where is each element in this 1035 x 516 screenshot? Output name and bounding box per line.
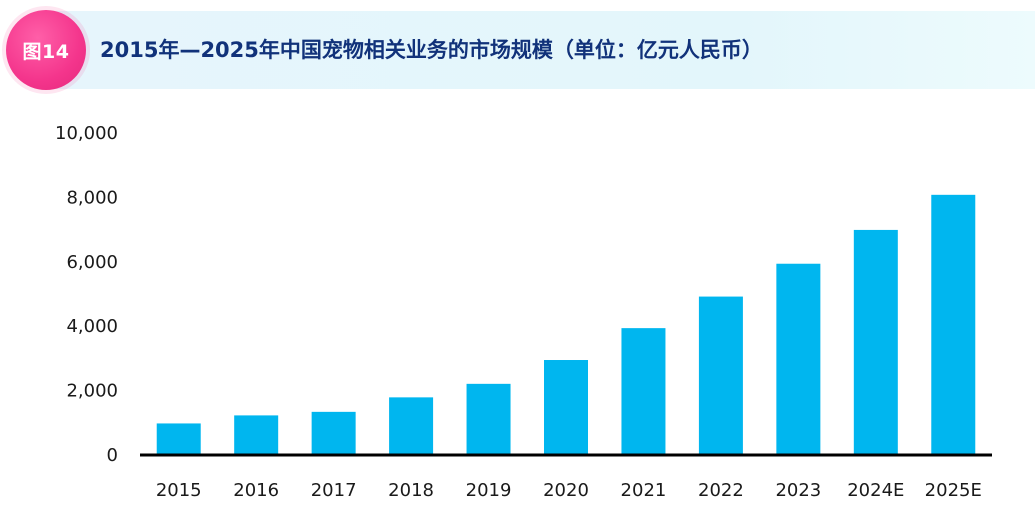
bar-2022 bbox=[698, 296, 743, 455]
figure-badge: 图14 bbox=[6, 10, 86, 90]
x-tick-label-2022: 2022 bbox=[698, 480, 744, 501]
x-tick-label-2021: 2021 bbox=[621, 480, 667, 501]
header-band bbox=[52, 11, 1035, 89]
x-tick-label-2020: 2020 bbox=[543, 480, 589, 501]
x-tick-label-2024E: 2024E bbox=[847, 480, 904, 501]
x-tick-label-2015: 2015 bbox=[156, 480, 202, 501]
bar-2024E bbox=[853, 229, 898, 455]
x-tick-label-2023: 2023 bbox=[775, 480, 821, 501]
x-axis-tick-labels: 2015 2016 2017 2018 2019 2020 2021 2022 2023 2024… bbox=[156, 480, 982, 501]
y-tick-label: 4,000 bbox=[66, 316, 118, 337]
bar-2020 bbox=[544, 360, 588, 455]
x-tick-label-2025E: 2025E bbox=[925, 480, 982, 501]
y-tick-label: 2,000 bbox=[66, 381, 118, 402]
y-tick-label: 8,000 bbox=[66, 187, 118, 208]
x-tick-label-2016: 2016 bbox=[233, 480, 279, 501]
x-tick-label-2019: 2019 bbox=[466, 480, 512, 501]
y-tick-label: 6,000 bbox=[66, 252, 118, 273]
bar-2017 bbox=[311, 411, 356, 455]
y-tick-label: 0 bbox=[107, 445, 118, 466]
bar-2018 bbox=[389, 397, 434, 455]
x-tick-label-2018: 2018 bbox=[388, 480, 434, 501]
bar-2023 bbox=[776, 263, 821, 455]
bar-2021 bbox=[621, 328, 666, 455]
x-tick-label-2017: 2017 bbox=[311, 480, 357, 501]
y-tick-label: 10,000 bbox=[55, 123, 118, 144]
y-axis-tick-labels: 0 2,000 4,000 6,000 8,000 10,000 bbox=[55, 123, 118, 466]
chart-title: 2015年—2025年中国宠物相关业务的市场规模（单位：亿元人民币） bbox=[100, 38, 763, 62]
bar-2015 bbox=[156, 423, 201, 455]
bar-2025E bbox=[931, 194, 976, 455]
bar-2016 bbox=[234, 415, 279, 455]
bar-2019 bbox=[466, 383, 511, 455]
bars bbox=[156, 194, 976, 455]
